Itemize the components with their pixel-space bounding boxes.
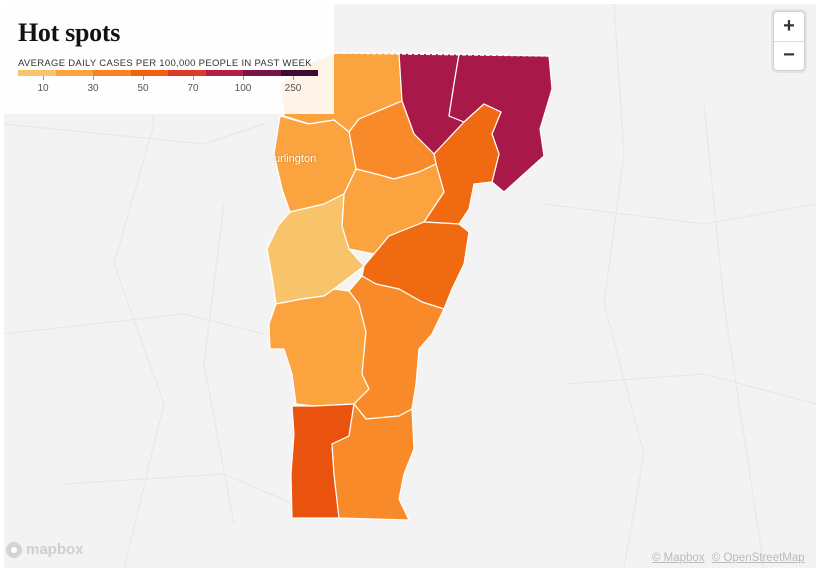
zoom-control: + − [773,11,805,71]
legend-tick [293,76,294,80]
legend-swatch-1 [18,70,56,76]
region-windsor[interactable] [348,275,445,420]
attribution: © Mapbox © OpenStreetMap [652,552,809,564]
county-regions [266,52,553,521]
legend-tick [143,76,144,80]
legend-tick [93,76,94,80]
region-windham[interactable] [331,403,415,521]
mapbox-icon [6,541,22,558]
mapbox-attribution-link[interactable]: © Mapbox [652,552,705,564]
legend-label: AVERAGE DAILY CASES PER 100,000 PEOPLE I… [18,58,312,69]
legend-swatch-4 [130,70,168,76]
osm-attribution-link[interactable]: © OpenStreetMap [711,552,805,564]
legend-tick-label: 50 [137,83,149,94]
mapbox-logo[interactable]: mapbox [6,541,84,558]
legend-tick-label: 10 [37,83,49,94]
legend-swatch-3 [93,70,131,76]
legend-swatch-5 [168,70,206,76]
legend-tick [193,76,194,80]
legend-color-scale [18,70,318,76]
canada-border [335,52,550,57]
legend-swatch-8 [280,70,318,76]
legend-swatch-7 [243,70,281,76]
region-rutland[interactable] [268,288,370,407]
legend-tick-label: 30 [87,83,99,94]
zoom-out-button[interactable]: − [783,44,795,66]
zoom-in-button[interactable]: + [774,12,804,42]
page-title: Hot spots [18,18,121,47]
legend-tick-label: 250 [284,83,302,94]
legend-tick [43,76,44,80]
mapbox-logo-text: mapbox [26,541,84,558]
legend-swatch-2 [55,70,93,76]
legend-tick [243,76,244,80]
legend-tick-label: 70 [187,83,199,94]
city-label-burlington: urlington [274,153,317,165]
legend-tick-label: 100 [234,83,252,94]
legend-swatch-6 [205,70,243,76]
legend-panel [4,4,334,114]
